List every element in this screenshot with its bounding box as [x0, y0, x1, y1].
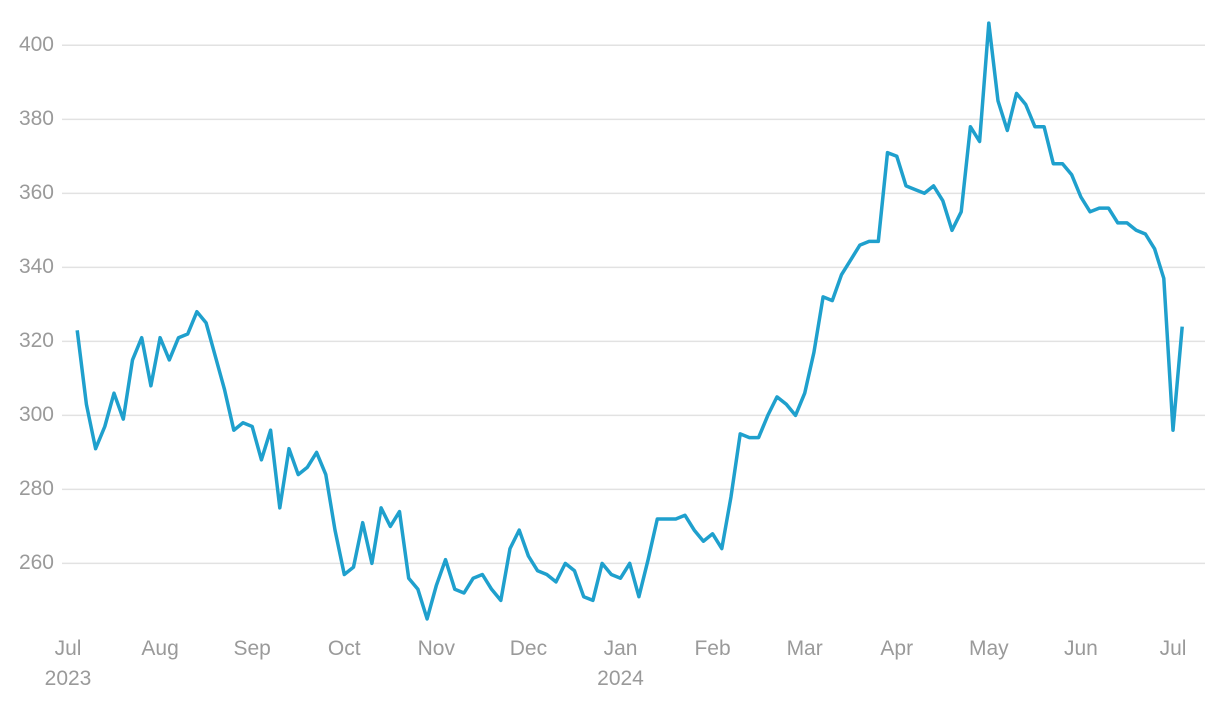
y-tick-label: 360 [19, 181, 54, 204]
x-tick-label: Oct [327, 637, 361, 660]
y-tick-label: 340 [19, 255, 54, 278]
y-tick-label: 400 [19, 33, 54, 56]
y-tick-label: 380 [19, 107, 54, 130]
x-tick-label: Jul [1159, 637, 1187, 660]
x-tick-label: Apr [880, 637, 914, 660]
y-tick-label: 260 [19, 551, 54, 574]
x-tick-label: Mar [786, 637, 823, 660]
x-tick-label: Jul 2023 [44, 637, 92, 690]
y-tick-label: 320 [19, 329, 54, 352]
x-tick-label: Aug [141, 637, 179, 660]
x-tick-label: Nov [417, 637, 455, 660]
x-tick-label: May [968, 637, 1009, 660]
line [75, 21, 1184, 621]
y-tick-label: 300 [19, 403, 54, 426]
y-tick-label: 280 [19, 477, 54, 500]
x-tick-label: Dec [509, 637, 548, 660]
x-tick-label: Sep [233, 637, 271, 660]
x-tick-label: Jun [1063, 637, 1098, 660]
x-tick-label: Jan 2024 [597, 637, 644, 690]
x-tick-label: Feb [694, 637, 731, 660]
